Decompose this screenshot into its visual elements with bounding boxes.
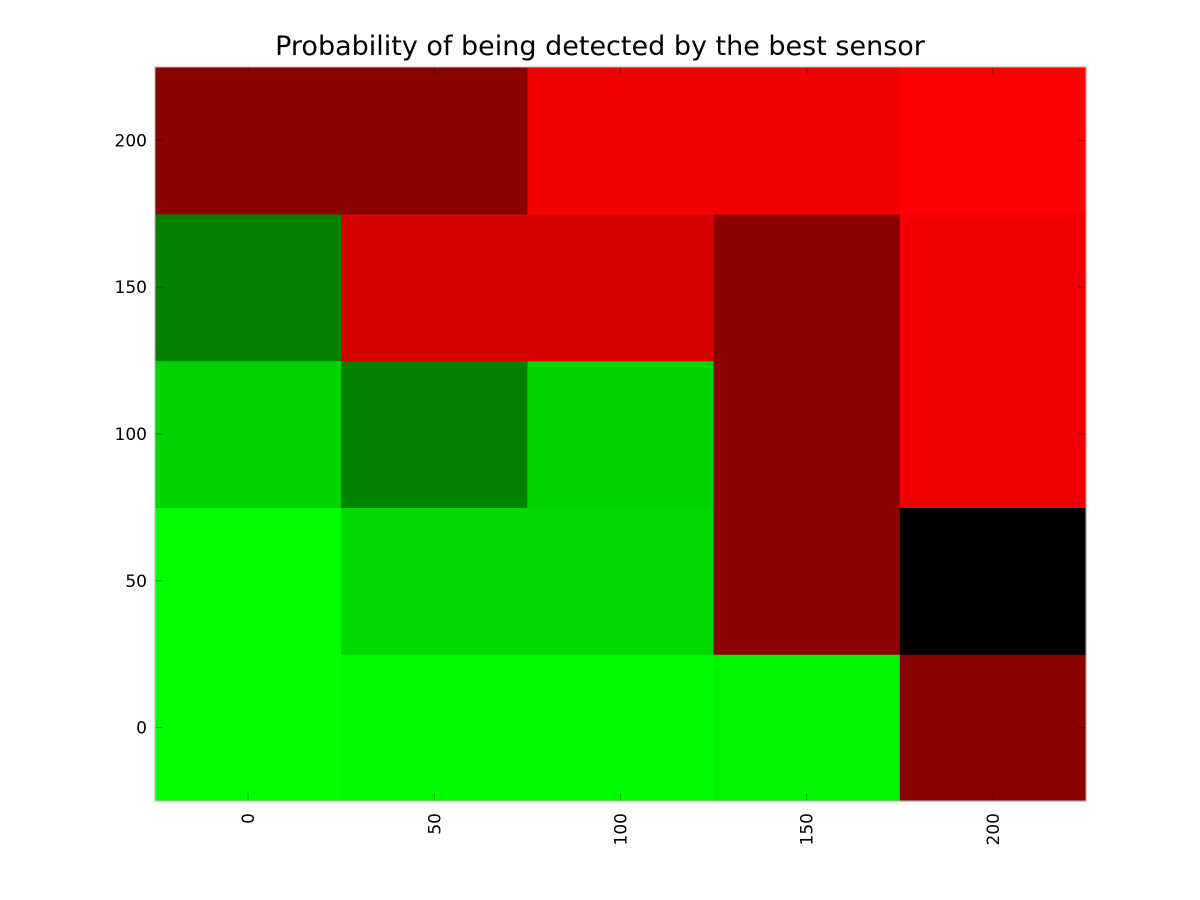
heatmap-cell-x0-y100 [155,360,342,508]
heatmap-cell-x100-y100 [527,360,715,508]
heatmap-cell-x150-y100 [713,360,901,508]
heatmap-cell-x0-y50 [155,507,342,655]
heatmap-cell-x50-y100 [341,360,528,508]
axis-tick-labels: 0 50 100 150 200 0 50 100 150 200 [115,131,1004,845]
y-tick-label: 50 [125,572,147,592]
heatmap-cell-x150-y200 [713,67,901,215]
heatmap-cell-x50-y200 [341,67,528,215]
heatmap-cell-x150-y50 [713,507,901,655]
y-tick-label: 200 [115,131,147,151]
heatmap-cell-x0-y150 [155,213,342,362]
heatmap-cell-x50-y150 [341,213,528,362]
heatmap-cell-x200-y0 [899,654,1087,802]
heatmap-cell-x100-y200 [527,67,715,215]
x-tick-label: 0 [239,813,259,824]
heatmap-cell-x100-y150 [527,213,715,362]
x-tick-label: 200 [984,813,1004,845]
heatmap-cell-x150-y0 [713,654,901,802]
heatmap-cell-x0-y200 [155,67,342,215]
plot-area-border [154,66,1087,802]
y-tick-label: 150 [115,278,147,298]
heatmap-cell-x0-y0 [155,654,342,802]
heatmap-cell-x200-y100 [899,360,1087,508]
x-tick-label: 100 [612,813,632,845]
heatmap-cell-x50-y0 [341,654,528,802]
x-tick-label: 50 [425,813,445,835]
axis-ticks [155,67,1086,801]
heatmap-cell-x50-y50 [341,507,528,655]
y-tick-label: 100 [115,425,147,445]
heatmap-cell-x100-y50 [527,507,715,655]
heatmap-cell-x150-y150 [713,213,901,362]
heatmap-cell-x200-y50 [899,507,1087,655]
heatmap-cell-x200-y200 [899,67,1087,215]
heatmap-cell-x200-y150 [899,213,1087,362]
heatmap-cells [155,67,1087,802]
heatmap-cell-x100-y0 [527,654,715,802]
y-tick-label: 0 [136,719,147,739]
chart-title: Probability of being detected by the bes… [275,31,926,62]
x-tick-label: 150 [798,813,818,845]
